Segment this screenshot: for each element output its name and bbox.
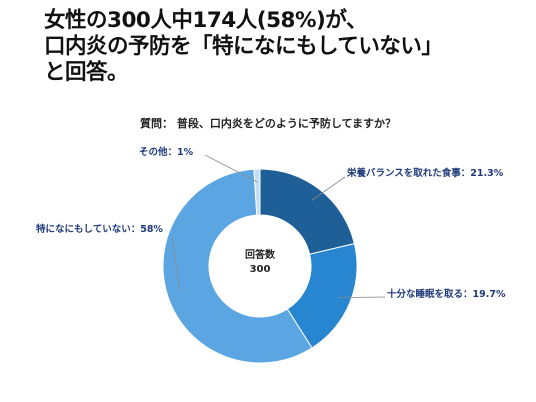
leader-line-1	[311, 176, 346, 201]
headline: 女性の300人中174人(58%)が、 口内炎の予防を「特になにもしていない」 …	[44, 8, 524, 86]
slice-label-2: 十分な睡眠を取る：19.7%	[387, 288, 506, 300]
slice-label-3: 特になにもしていない：58%	[36, 223, 163, 235]
question-text: 質問： 普段、口内炎をどのように予防してますか？	[140, 117, 396, 130]
headline-line-2: 口内炎の予防を「特になにもしていない」	[44, 34, 443, 59]
headline-line-1: 女性の300人中174人(58%)が、	[44, 8, 367, 33]
slice-3	[162, 168, 313, 364]
slice-label-4: その他：1%	[139, 146, 194, 158]
center-value: 300	[250, 264, 271, 275]
leader-line-4	[204, 154, 258, 183]
headline-line-3: と回答。	[44, 60, 129, 85]
center-label: 回答数	[245, 248, 276, 261]
leader-line-3	[171, 237, 181, 293]
leader-line-2	[337, 296, 386, 299]
slice-1	[259, 168, 355, 255]
slice-4	[253, 168, 261, 216]
slice-label-1: 栄養バランスを取れた食事：21.3%	[346, 167, 504, 179]
